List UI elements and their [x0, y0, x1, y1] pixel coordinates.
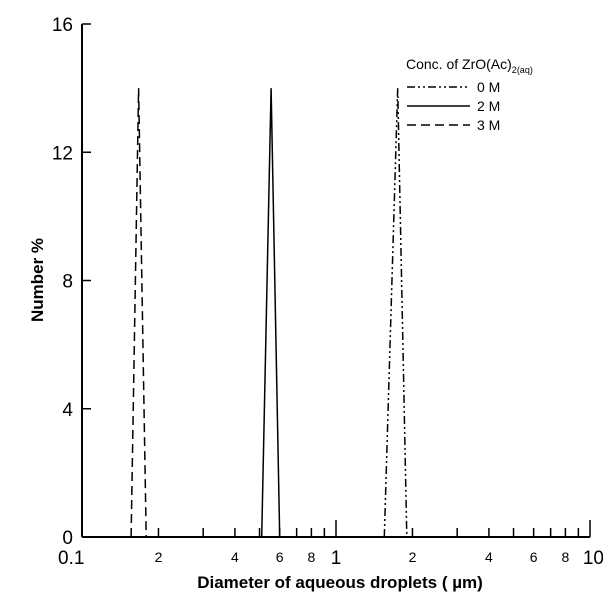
- legend-title: Conc. of ZrO(Ac)2(aq): [406, 56, 533, 75]
- y-tick-label: 4: [62, 400, 73, 421]
- series-line-2m: [260, 88, 281, 538]
- x-minor-tick-label: 6: [530, 549, 538, 565]
- x-minor-tick-label: 8: [561, 549, 569, 565]
- legend-label: 3 M: [477, 117, 500, 133]
- y-axis-title: Number %: [28, 238, 47, 322]
- x-minor-tick-label: 2: [155, 549, 163, 565]
- x-major-tick-label: 0.1: [58, 548, 84, 569]
- ticks: 0 4 8 12 16 0.1 1 10 2 4 6 8 2 4 6 8: [52, 15, 603, 569]
- x-minor-tick-label: 8: [307, 549, 315, 565]
- series-line-3m: [130, 88, 147, 538]
- x-minor-tick-label: 6: [276, 549, 284, 565]
- x-major-tick-label: 1: [331, 548, 342, 569]
- legend-label: 2 M: [477, 98, 500, 114]
- x-major-tick-label: 10: [583, 548, 603, 569]
- y-tick-label: 8: [62, 272, 73, 293]
- x-minor-tick-label: 4: [231, 549, 239, 565]
- series-group: [130, 88, 408, 538]
- y-tick-label: 16: [52, 15, 73, 36]
- series-line-0m: [383, 88, 408, 538]
- y-tick-label: 0: [62, 528, 73, 549]
- x-minor-tick-label: 4: [485, 549, 493, 565]
- legend-label: 0 M: [477, 79, 500, 95]
- legend: Conc. of ZrO(Ac)2(aq) 0 M 2 M 3 M: [406, 56, 533, 133]
- x-axis-title: Diameter of aqueous droplets ( µm): [197, 573, 483, 592]
- y-tick-label: 12: [52, 143, 73, 164]
- axes: [81, 24, 590, 538]
- x-minor-tick-label: 2: [409, 549, 417, 565]
